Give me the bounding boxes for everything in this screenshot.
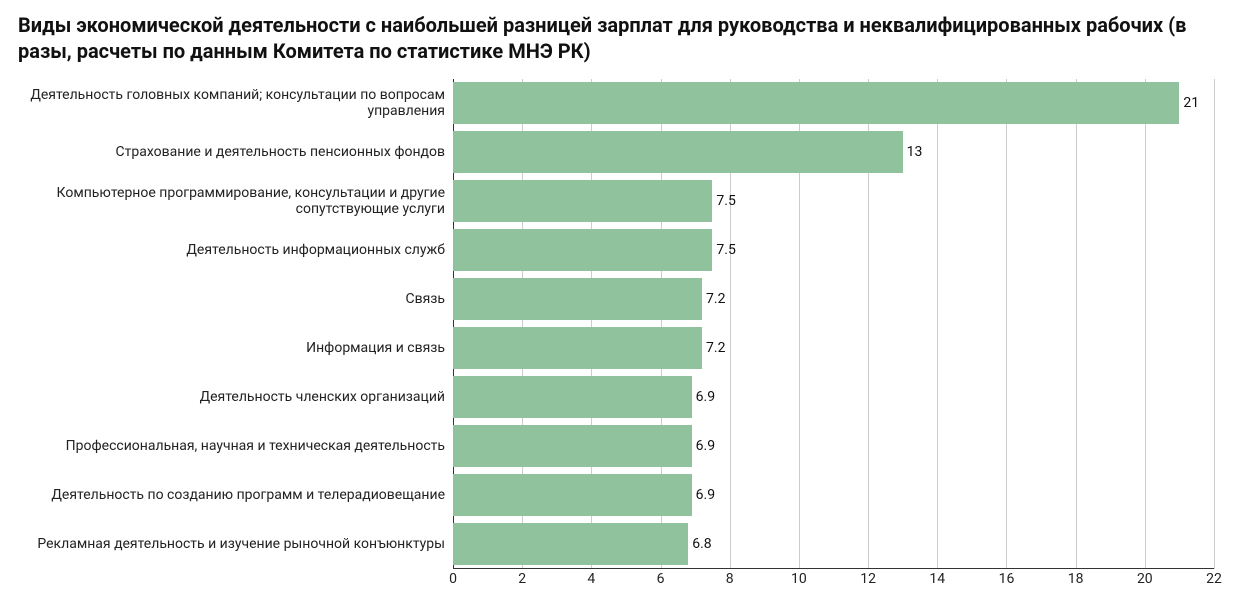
bar <box>453 82 1179 124</box>
bar-value-label: 6.9 <box>696 488 715 502</box>
bar <box>453 131 903 173</box>
bar <box>453 180 712 222</box>
bar-value-label: 7.5 <box>716 194 735 208</box>
x-axis-tick: 4 <box>587 571 595 587</box>
x-axis-tick: 16 <box>999 571 1015 587</box>
x-axis-tick: 20 <box>1137 571 1153 587</box>
chart-container: Виды экономической деятельности с наибол… <box>0 0 1234 604</box>
bar-value-label: 21 <box>1183 96 1199 110</box>
bar-row: 7.5 <box>453 180 1214 222</box>
bar-row: 21 <box>453 82 1214 124</box>
bar <box>453 474 692 516</box>
y-axis-label: Деятельность информационных служб <box>18 226 453 275</box>
plot-area: 21 13 7.5 7.5 7.2 7.2 6.9 6.9 6.9 6.8 <box>453 79 1214 569</box>
bar <box>453 376 692 418</box>
y-axis-label: Информация и связь <box>18 324 453 373</box>
x-axis-tick: 0 <box>449 571 457 587</box>
y-axis-label: Деятельность членских организаций <box>18 373 453 422</box>
x-axis-tick: 10 <box>791 571 807 587</box>
x-axis-tick: 22 <box>1206 571 1222 587</box>
bar <box>453 278 702 320</box>
chart-title: Виды экономической деятельности с наибол… <box>18 12 1214 65</box>
bar-value-label: 13 <box>907 145 923 159</box>
bar <box>453 523 688 565</box>
y-axis-label: Деятельность по созданию программ и теле… <box>18 471 453 520</box>
bar-value-label: 7.5 <box>716 243 735 257</box>
bar-row: 6.9 <box>453 376 1214 418</box>
bar-value-label: 7.2 <box>706 341 725 355</box>
x-axis-tick: 12 <box>860 571 876 587</box>
bars-layer: 21 13 7.5 7.5 7.2 7.2 6.9 6.9 6.9 6.8 <box>453 79 1214 569</box>
bar <box>453 327 702 369</box>
y-axis-label: Компьютерное программирование, консульта… <box>18 177 453 226</box>
bar <box>453 229 712 271</box>
y-axis-label: Рекламная деятельность и изучение рыночн… <box>18 520 453 569</box>
bar-row: 6.9 <box>453 425 1214 467</box>
x-axis-tick: 8 <box>726 571 734 587</box>
bar-value-label: 6.8 <box>692 537 711 551</box>
plot: Деятельность головных компаний; консульт… <box>18 79 1214 569</box>
x-axis-tick: 6 <box>657 571 665 587</box>
y-axis-label: Профессиональная, научная и техническая … <box>18 422 453 471</box>
bar-value-label: 7.2 <box>706 292 725 306</box>
y-axis-labels: Деятельность головных компаний; консульт… <box>18 79 453 569</box>
bar-row: 6.8 <box>453 523 1214 565</box>
bar-row: 7.2 <box>453 327 1214 369</box>
x-axis-tick: 2 <box>518 571 526 587</box>
x-axis: 0246810121416182022 <box>453 571 1214 591</box>
bar-value-label: 6.9 <box>696 390 715 404</box>
bar-value-label: 6.9 <box>696 439 715 453</box>
x-axis-tick: 18 <box>1068 571 1084 587</box>
bar-row: 7.5 <box>453 229 1214 271</box>
bar-row: 7.2 <box>453 278 1214 320</box>
gridline <box>1214 79 1215 569</box>
y-axis-label: Деятельность головных компаний; консульт… <box>18 79 453 128</box>
y-axis-label: Связь <box>18 275 453 324</box>
bar-row: 6.9 <box>453 474 1214 516</box>
y-axis-label: Страхование и деятельность пенсионных фо… <box>18 128 453 177</box>
bar-row: 13 <box>453 131 1214 173</box>
x-axis-tick: 14 <box>929 571 945 587</box>
bar <box>453 425 692 467</box>
